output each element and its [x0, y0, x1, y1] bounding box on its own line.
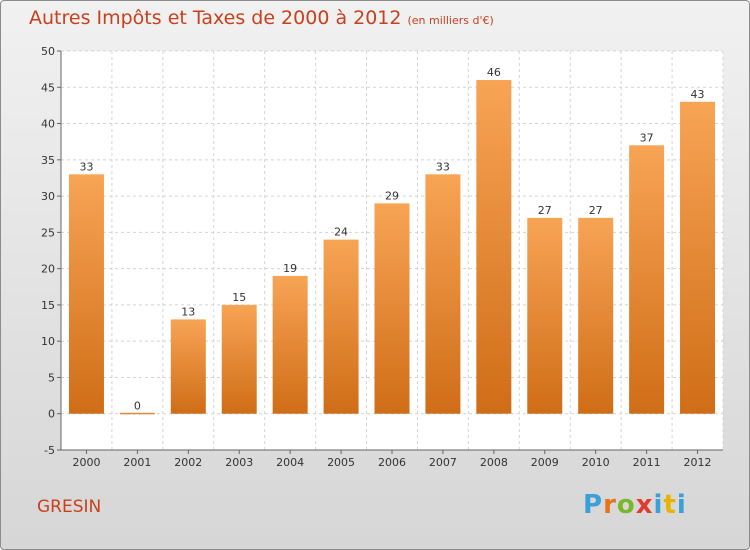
value-label-2009: 27 — [538, 204, 552, 217]
x-tick-label-2010: 2010 — [582, 456, 610, 469]
bar-2008 — [476, 80, 512, 414]
value-label-2004: 19 — [283, 262, 297, 275]
bar-2009 — [527, 217, 563, 414]
value-label-2003: 15 — [232, 291, 246, 304]
y-tick-label: 20 — [41, 263, 55, 276]
x-tick-label-2006: 2006 — [378, 456, 406, 469]
logo-letter: i — [676, 490, 687, 520]
y-tick-label: -5 — [44, 444, 55, 457]
x-tick-label-2004: 2004 — [276, 456, 304, 469]
bar-2003 — [221, 304, 257, 414]
logo-letter: P — [583, 490, 604, 520]
bar-2012 — [680, 101, 716, 414]
bar-2006 — [374, 203, 410, 414]
x-tick-label-2005: 2005 — [327, 456, 355, 469]
value-label-2005: 24 — [334, 226, 348, 239]
value-label-2010: 27 — [589, 204, 603, 217]
bar-2007 — [425, 174, 461, 414]
logo-letter: r — [603, 490, 617, 520]
bar-2005 — [323, 239, 359, 414]
x-tick-label-2011: 2011 — [633, 456, 661, 469]
value-label-2012: 43 — [691, 88, 705, 101]
chart-title: Autres Impôts et Taxes de 2000 à 2012 (en… — [29, 7, 494, 29]
y-tick-label: 50 — [41, 45, 55, 58]
bar-2002 — [170, 319, 206, 414]
value-label-2001: 0 — [134, 400, 141, 413]
logo-letter: t — [663, 490, 677, 520]
x-tick-label-2007: 2007 — [429, 456, 457, 469]
bar-2001 — [119, 412, 155, 415]
y-tick-label: 30 — [41, 190, 55, 203]
chart-title-main: Autres Impôts et Taxes de 2000 à 2012 — [29, 7, 402, 29]
x-tick-label-2012: 2012 — [684, 456, 712, 469]
value-label-2006: 29 — [385, 189, 399, 202]
x-tick-label-2008: 2008 — [480, 456, 508, 469]
logo-letter: x — [635, 490, 654, 520]
chart-title-unit: (en milliers d'€) — [407, 14, 494, 27]
bar-2004 — [272, 275, 308, 414]
y-tick-label: 40 — [41, 118, 55, 131]
x-tick-label-2000: 2000 — [72, 456, 100, 469]
value-label-2000: 33 — [79, 160, 93, 173]
value-label-2007: 33 — [436, 160, 450, 173]
x-tick-label-2001: 2001 — [123, 456, 151, 469]
bar-2011 — [629, 145, 665, 414]
y-tick-label: 10 — [41, 335, 55, 348]
logo-letter: o — [616, 490, 636, 520]
value-label-2002: 13 — [181, 305, 195, 318]
value-label-2011: 37 — [640, 131, 654, 144]
y-tick-label: 0 — [48, 408, 55, 421]
commune-name: GRESIN — [37, 497, 102, 517]
y-tick-label: 45 — [41, 81, 55, 94]
x-tick-label-2003: 2003 — [225, 456, 253, 469]
x-tick-label-2002: 2002 — [174, 456, 202, 469]
y-tick-label: 25 — [41, 226, 55, 239]
y-tick-label: 5 — [48, 371, 55, 384]
y-tick-label: 15 — [41, 299, 55, 312]
x-tick-label-2009: 2009 — [531, 456, 559, 469]
y-tick-label: 35 — [41, 154, 55, 167]
bar-2000 — [68, 174, 104, 414]
bar-2010 — [578, 217, 614, 414]
logo-letter: i — [653, 490, 664, 520]
proxiti-logo: Proxiti — [583, 490, 687, 520]
value-label-2008: 46 — [487, 66, 501, 79]
